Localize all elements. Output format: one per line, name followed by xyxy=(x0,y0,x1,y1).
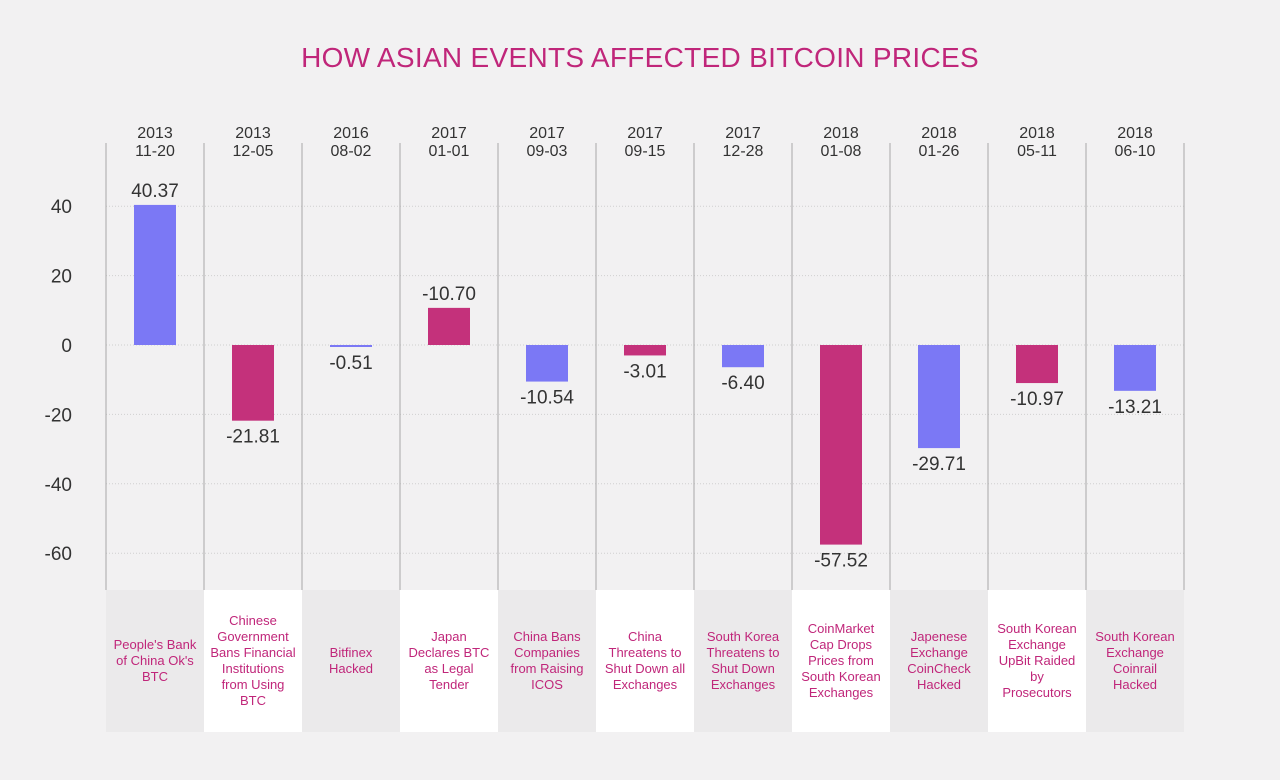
x-tick-year: 2018 xyxy=(1019,125,1055,142)
event-description: China Bans Companies from Raising ICOS xyxy=(498,590,596,732)
x-tick-year: 2017 xyxy=(725,125,761,142)
data-label: -0.51 xyxy=(329,353,372,374)
bar xyxy=(134,204,176,345)
x-tick-year: 2016 xyxy=(333,125,369,142)
x-tick-year: 2018 xyxy=(921,125,957,142)
x-tick-date: 09-15 xyxy=(625,143,666,160)
x-tick-date: 11-20 xyxy=(135,143,175,160)
data-label: -29.71 xyxy=(912,454,966,475)
data-label: 40.37 xyxy=(131,181,179,202)
x-tick-date: 06-10 xyxy=(1115,143,1156,160)
y-tick-label: -20 xyxy=(45,405,72,426)
bar xyxy=(624,345,666,356)
data-label: -21.81 xyxy=(226,427,280,448)
data-label: -10.70 xyxy=(422,284,476,305)
x-tick-date: 05-11 xyxy=(1017,143,1057,160)
data-label: -10.54 xyxy=(520,388,574,409)
chart-title: HOW ASIAN EVENTS AFFECTED BITCOIN PRICES xyxy=(301,42,979,73)
event-description: CoinMarket Cap Drops Prices from South K… xyxy=(792,590,890,732)
data-label: -3.01 xyxy=(623,361,666,382)
event-description: South Korea Threatens to Shut Down Excha… xyxy=(694,590,792,732)
y-tick-label: -40 xyxy=(45,475,72,496)
x-tick-year: 2018 xyxy=(823,125,859,142)
event-description: Japenese Exchange CoinCheck Hacked xyxy=(890,590,988,732)
event-description: People's Bank of China Ok's BTC xyxy=(106,590,204,732)
event-description: South Korean Exchange Coinrail Hacked xyxy=(1086,590,1184,732)
x-tick-date: 12-05 xyxy=(233,143,274,160)
x-tick-year: 2017 xyxy=(529,125,565,142)
event-description: Bitfinex Hacked xyxy=(302,590,400,732)
data-label: -10.97 xyxy=(1010,389,1064,410)
bar xyxy=(1114,345,1156,391)
event-description: Chinese Government Bans Financial Instit… xyxy=(204,590,302,732)
y-tick-label: -60 xyxy=(45,544,72,565)
y-tick-label: 40 xyxy=(51,197,72,218)
bar xyxy=(820,345,862,545)
bar xyxy=(722,345,764,368)
bar xyxy=(1016,345,1058,384)
y-tick-label: 0 xyxy=(61,336,72,357)
bar xyxy=(330,345,372,347)
data-label: -57.52 xyxy=(814,551,868,572)
data-label: -13.21 xyxy=(1108,397,1162,418)
event-description: China Threatens to Shut Down all Exchang… xyxy=(596,590,694,732)
x-tick-year: 2018 xyxy=(1117,125,1153,142)
x-tick-date: 01-01 xyxy=(429,143,470,160)
x-tick-date: 09-03 xyxy=(527,143,568,160)
bar xyxy=(428,307,470,345)
data-label: -6.40 xyxy=(721,373,764,394)
bar xyxy=(526,345,568,382)
x-tick-date: 08-02 xyxy=(331,143,372,160)
event-description: Japan Declares BTC as Legal Tender xyxy=(400,590,498,732)
x-tick-year: 2013 xyxy=(137,125,173,142)
bar xyxy=(918,345,960,449)
x-tick-date: 01-08 xyxy=(821,143,862,160)
x-tick-year: 2013 xyxy=(235,125,271,142)
x-tick-date: 12-28 xyxy=(723,143,764,160)
x-tick-date: 01-26 xyxy=(919,143,960,160)
x-tick-year: 2017 xyxy=(431,125,467,142)
bar xyxy=(232,345,274,421)
event-description: South Korean Exchange UpBit Raided by Pr… xyxy=(988,590,1086,732)
y-tick-label: 20 xyxy=(51,267,72,288)
x-tick-year: 2017 xyxy=(627,125,663,142)
